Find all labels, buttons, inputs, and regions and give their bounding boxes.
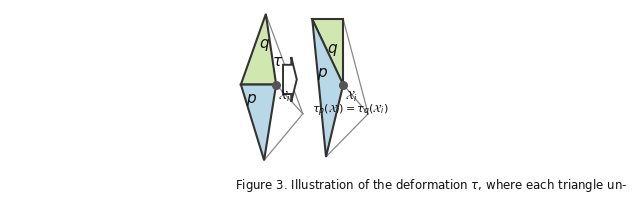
Text: $p$: $p$ — [317, 66, 328, 82]
Text: $\mathcal{X}_i$: $\mathcal{X}_i$ — [278, 89, 291, 104]
Text: $\mathcal{X}_i$: $\mathcal{X}_i$ — [345, 89, 358, 104]
Text: $q$: $q$ — [259, 37, 269, 53]
Text: $q$: $q$ — [327, 42, 339, 58]
Polygon shape — [312, 19, 343, 157]
Polygon shape — [283, 57, 297, 102]
Text: Figure 3. Illustration of the deformation $\tau$, where each triangle un-: Figure 3. Illustration of the deformatio… — [235, 177, 627, 194]
Text: $\tau$: $\tau$ — [272, 54, 284, 69]
Polygon shape — [241, 85, 276, 160]
Text: $\tau_p(\mathcal{X}_i) = \tau_q(\mathcal{X}_i)$: $\tau_p(\mathcal{X}_i) = \tau_q(\mathcal… — [312, 103, 388, 119]
Polygon shape — [312, 19, 343, 85]
Polygon shape — [241, 14, 276, 85]
Text: $p$: $p$ — [246, 92, 257, 108]
